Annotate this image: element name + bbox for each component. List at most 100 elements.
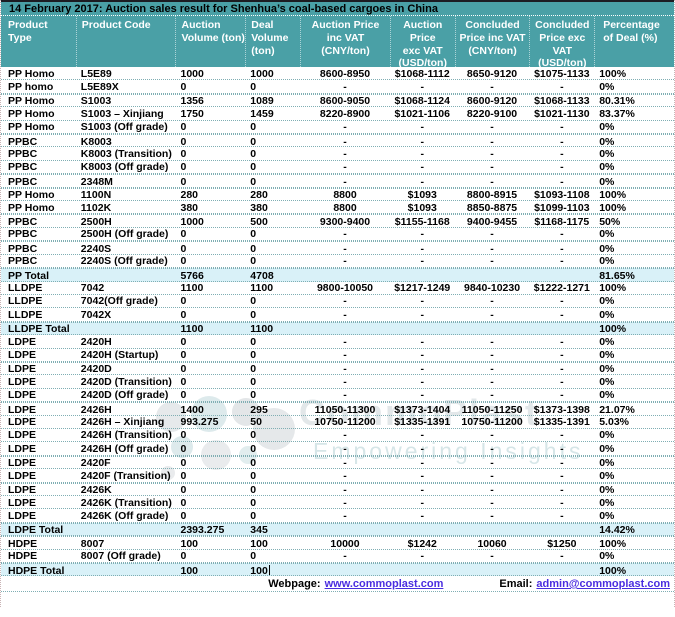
table-row: PP Homo 1100N 280 280 8800 $1093 8800-8915 $109…: [1, 187, 674, 202]
cell: $1168-1175: [534, 215, 590, 227]
table-row: PPBC K8003 (Transition) 0 0 - - - - 0%: [1, 147, 674, 161]
cell: -: [343, 295, 347, 308]
cell: -: [343, 161, 347, 174]
cell: $1099-1103: [534, 201, 590, 214]
webpage-label: Webpage:: [268, 578, 321, 590]
cell: 0%: [599, 457, 615, 469]
column-header: Concluded Price inc VAT (CNY/ton): [454, 16, 530, 67]
webpage-link[interactable]: www.commoplast.com: [324, 578, 444, 590]
cell: 1000: [180, 67, 204, 80]
cell: -: [420, 255, 425, 268]
cell: 295: [250, 403, 268, 415]
cell: 0%: [599, 484, 615, 495]
cell: 0: [250, 161, 257, 174]
cell: -: [420, 375, 425, 388]
cell: 50: [250, 416, 262, 428]
table-row: LDPE 2426K (Off grade) 0 0 - - - - 0%: [1, 509, 674, 523]
cell: 8650-9120: [466, 67, 518, 80]
cell: -: [420, 469, 425, 482]
cell: -: [420, 228, 425, 241]
cell: 0: [180, 147, 187, 160]
cell: LDPE: [8, 429, 37, 442]
cell: PP Homo: [8, 189, 55, 201]
cell: 0%: [599, 80, 615, 93]
cell: -: [490, 80, 494, 93]
cell: [390, 564, 455, 575]
cell: 0: [250, 389, 257, 402]
cell: PPBC: [8, 228, 38, 241]
cell: 0: [250, 175, 257, 187]
email-label: Email:: [499, 578, 533, 590]
cell: PP Homo: [8, 201, 55, 214]
cell: 2426K (Transition): [80, 496, 172, 509]
cell: 9800-10050: [316, 282, 374, 294]
cell: 1102K: [80, 201, 112, 214]
cell: 0: [180, 242, 187, 254]
cell: -: [560, 429, 564, 442]
cell: 2500H (Off grade): [80, 228, 169, 241]
cell: -: [343, 429, 347, 442]
cell: LDPE: [8, 484, 37, 495]
table-row: LDPE 2426H (Off grade) 0 0 - - - - 0%: [1, 442, 674, 456]
table-row: LDPE 2420D (Transition) 0 0 - - - - 0%: [1, 375, 674, 389]
cell: [455, 323, 530, 334]
cell: -: [420, 349, 425, 361]
cell: -: [420, 363, 425, 375]
cell: S1003 (Off grade): [80, 121, 168, 134]
cell: S1003: [80, 95, 112, 107]
email-link[interactable]: admin@commoplast.com: [536, 578, 670, 590]
table-row: LDPE 2426H (Transition) 0 0 - - - - 0%: [1, 429, 674, 443]
cell: 0: [250, 442, 257, 455]
cell: -: [560, 147, 564, 160]
cell: 100%: [599, 282, 627, 294]
cell: $1093: [407, 201, 437, 214]
cell: 10000: [330, 537, 360, 549]
cell: LDPE: [8, 403, 37, 415]
cell: -: [343, 80, 347, 93]
cell: K8003 (Transition): [80, 147, 172, 160]
cell: -: [490, 308, 494, 321]
cell: 5.03%: [599, 416, 629, 428]
cell: 11050-11300: [314, 403, 376, 415]
table-row: PPBC 2240S 0 0 - - - - 0%: [1, 241, 674, 255]
cell: LDPE: [8, 375, 37, 388]
cell: [390, 524, 455, 535]
cell: PPBC: [8, 242, 38, 254]
cell: -: [343, 242, 347, 254]
table-row: PP Homo 1102K 380 380 8800 $1093 8850-8875 $109…: [1, 201, 674, 215]
cell: 0%: [599, 335, 615, 348]
cell: PPBC: [8, 161, 38, 174]
cell: [300, 524, 390, 535]
cell: 50%: [599, 215, 621, 227]
table-row: LDPE 2426K (Transition) 0 0 - - - - 0%: [1, 496, 674, 510]
cell: 0: [250, 147, 257, 160]
table-row: PPBC 2240S (Off grade) 0 0 - - - - 0%: [1, 255, 674, 269]
cell: PP Homo: [8, 95, 55, 107]
cell: PPBC: [8, 255, 38, 268]
cell: 0: [180, 550, 187, 563]
cell: -: [343, 335, 347, 348]
table-row: LLDPE 7042 1100 1100 9800-10050 $1217-1249 984…: [1, 282, 674, 295]
table-row: LDPE 2420F 0 0 - - - - 0%: [1, 455, 674, 470]
cell: $1250: [547, 537, 577, 549]
cell: -: [560, 228, 564, 241]
cell: 2500H: [80, 215, 112, 227]
cell: -: [560, 255, 564, 268]
cell: -: [490, 363, 494, 375]
cell: 100: [180, 537, 199, 549]
cell: -: [420, 484, 425, 495]
column-header: Percentage of Deal (%): [594, 16, 674, 67]
cell: 2426K: [80, 484, 112, 495]
cell: -: [560, 80, 564, 93]
cell: 9400-9455: [466, 215, 518, 227]
cell: 0: [180, 349, 187, 361]
cell: 0: [180, 175, 187, 187]
cell: 1089: [250, 95, 274, 107]
cell: LLDPE: [8, 308, 43, 321]
text-cursor: [268, 564, 270, 575]
table-row: PP Homo S1003 – Xinjiang 1750 1459 8220-8900…: [1, 107, 674, 121]
cell: $1373-1404: [394, 403, 451, 415]
cell: -: [490, 484, 494, 495]
cell: 8800: [333, 189, 357, 201]
cell: 2420D (Transition): [80, 375, 172, 388]
